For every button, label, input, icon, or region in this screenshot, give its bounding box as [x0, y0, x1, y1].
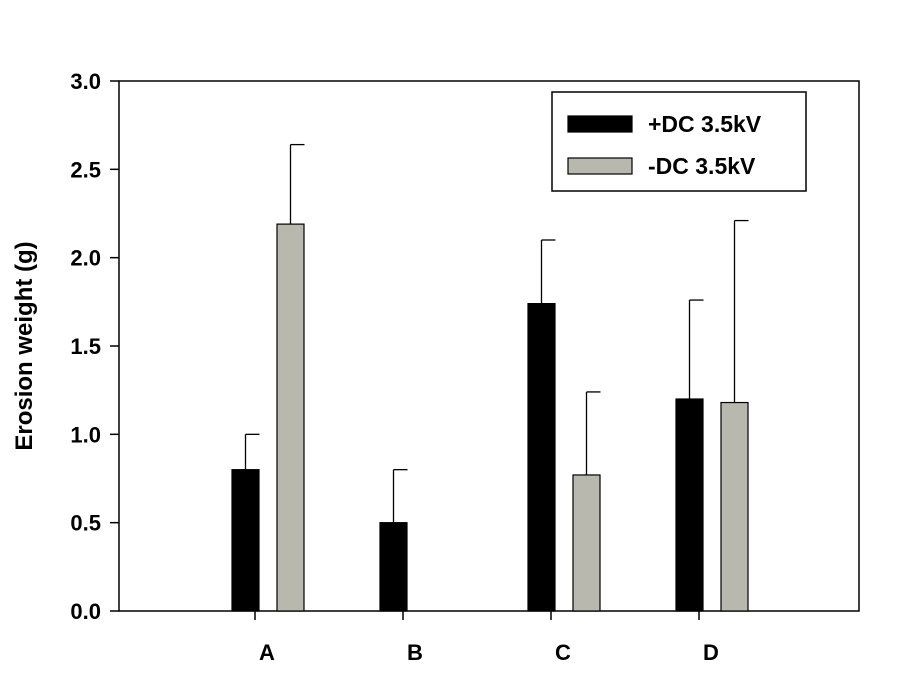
legend-swatch	[567, 115, 633, 133]
y-tick-label: 1.5	[70, 334, 101, 359]
x-tick-label: D	[703, 640, 719, 665]
y-tick-label: 2.0	[70, 246, 101, 271]
y-axis-title: Erosion weight (g)	[11, 241, 38, 450]
legend-label: -DC 3.5kV	[648, 153, 756, 179]
bar	[720, 401, 749, 612]
y-tick-label: 2.5	[70, 157, 101, 182]
legend: +DC 3.5kV -DC 3.5kV	[551, 91, 807, 192]
x-axis: A B C D	[254, 611, 719, 665]
y-tick-label: 0.5	[70, 511, 101, 536]
legend-label: +DC 3.5kV	[648, 111, 762, 137]
bar	[231, 469, 260, 612]
y-axis: 0.0 0.5 1.0 1.5 2.0 2.5 3.0	[70, 69, 119, 624]
bar	[276, 223, 305, 612]
legend-swatch	[567, 157, 633, 175]
y-tick-label: 3.0	[70, 69, 101, 94]
x-tick-label: B	[407, 640, 423, 665]
bar	[527, 303, 556, 612]
bar	[572, 474, 601, 612]
bar	[379, 522, 408, 612]
bar	[675, 398, 704, 612]
y-tick-label: 0.0	[70, 599, 101, 624]
error-bars	[244, 143, 749, 523]
x-tick-label: C	[555, 640, 571, 665]
y-tick-label: 1.0	[70, 422, 101, 447]
bars	[231, 223, 749, 612]
x-tick-label: A	[259, 640, 275, 665]
